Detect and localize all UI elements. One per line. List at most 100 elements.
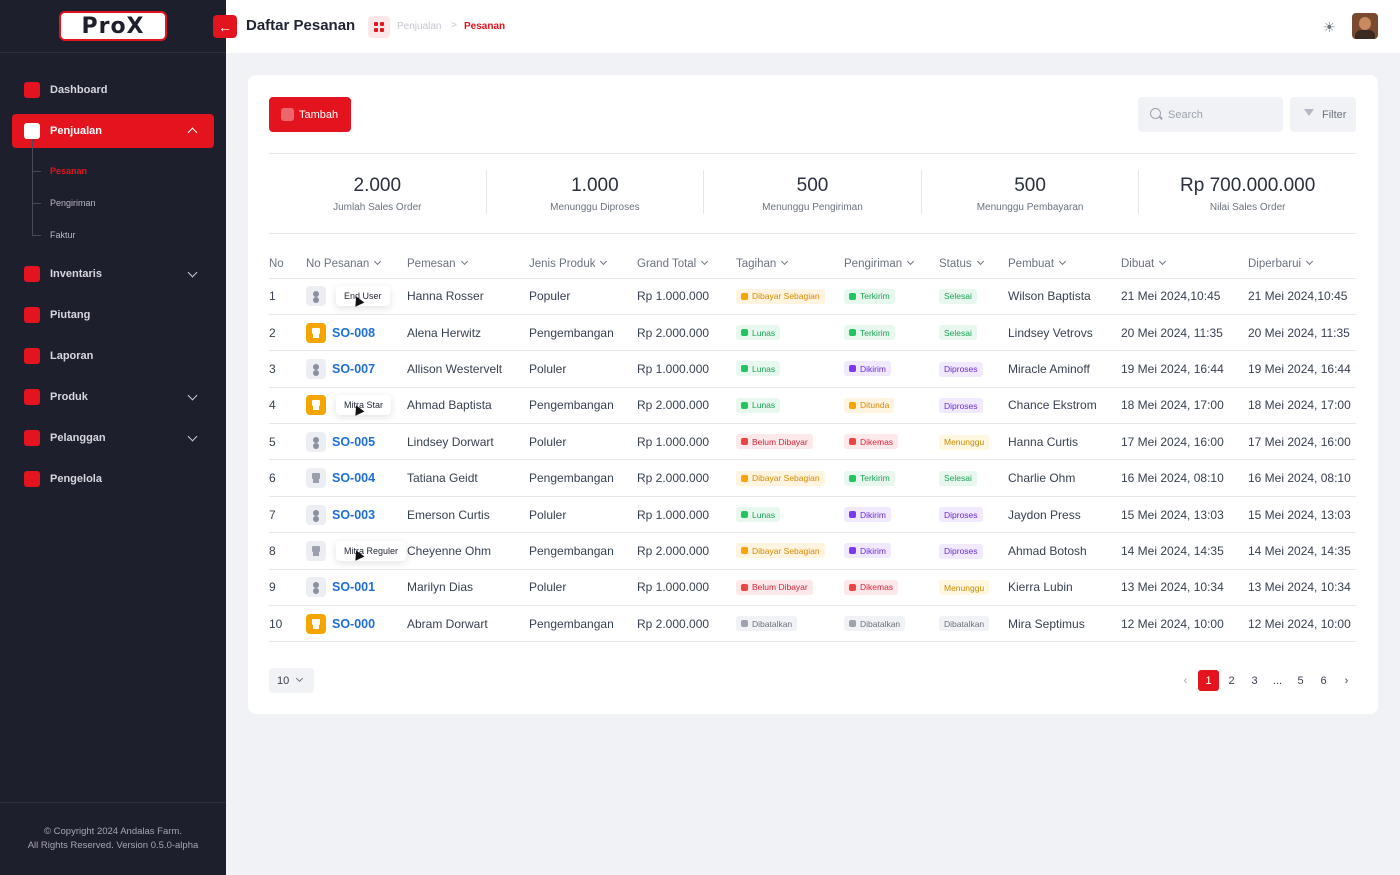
- theme-toggle-sun-icon[interactable]: ☀: [1323, 19, 1336, 35]
- filter-button[interactable]: Filter: [1290, 97, 1356, 132]
- shipping-status-icon: [849, 583, 856, 591]
- column-header[interactable]: Dibuat: [1121, 250, 1248, 279]
- order-link[interactable]: SO-003: [332, 507, 376, 522]
- product-type: Poluler: [529, 569, 637, 607]
- page-size-select[interactable]: 10: [269, 668, 314, 693]
- column-header[interactable]: No Pesanan: [306, 250, 407, 279]
- billing-cell: Dibayar Sebagian: [736, 532, 844, 570]
- order-number-cell[interactable]: SO-005: [306, 423, 407, 461]
- order-link[interactable]: SO-001: [332, 580, 376, 595]
- order-link[interactable]: SO-005: [332, 434, 376, 449]
- order-number-cell[interactable]: SO-008: [306, 314, 407, 352]
- mitra-star-icon[interactable]: [306, 613, 326, 634]
- column-header[interactable]: Diperbarui: [1248, 250, 1356, 279]
- stat-item: 1.000 Menunggu Diproses: [487, 170, 705, 214]
- column-header[interactable]: Status: [939, 250, 1008, 279]
- created-at: 16 Mei 2024, 08:10: [1121, 459, 1248, 497]
- table-row[interactable]: 6 SO-004 Tatiana Geidt Pengembangan Rp 2.000…: [269, 459, 1356, 497]
- sidebar-item-pelanggan[interactable]: Pelanggan: [12, 421, 214, 455]
- order-link[interactable]: SO-000: [332, 616, 376, 631]
- logo[interactable]: ProX: [59, 11, 167, 41]
- page-button[interactable]: 5: [1297, 674, 1304, 687]
- page-button[interactable]: 1: [1198, 670, 1219, 691]
- sidebar-item-laporan[interactable]: Laporan: [12, 339, 214, 373]
- sidebar-subitem-pengiriman[interactable]: Pengiriman: [32, 171, 226, 219]
- table-row[interactable]: 4 Mitra Star Ahmad Baptista Pengembangan Rp …: [269, 387, 1356, 425]
- order-number-cell[interactable]: SO-001: [306, 569, 407, 607]
- customer-name: Allison Westervelt: [407, 350, 529, 388]
- sort-chevron-icon: [1058, 257, 1067, 265]
- sidebar-item-penjualan[interactable]: Penjualan: [12, 114, 214, 148]
- stat-value: 1.000: [571, 175, 619, 196]
- order-number-cell[interactable]: End User: [306, 278, 407, 315]
- table-row[interactable]: 3 SO-007 Allison Westervelt Poluler Rp 1.000…: [269, 350, 1356, 388]
- shipping-badge: Dikemas: [844, 434, 899, 450]
- next-page-button[interactable]: ›: [1344, 674, 1349, 687]
- column-header[interactable]: Tagihan: [736, 250, 844, 279]
- mitra-star-icon[interactable]: [306, 395, 326, 416]
- end-user-icon[interactable]: [306, 504, 326, 525]
- order-number-cell[interactable]: SO-007: [306, 350, 407, 388]
- sidebar-item-dashboard[interactable]: Dashboard: [12, 73, 214, 107]
- mitra-reguler-icon[interactable]: [306, 540, 326, 561]
- end-user-icon[interactable]: [306, 286, 326, 307]
- column-header[interactable]: Pemesan: [407, 250, 529, 279]
- stat-label: Menunggu Pembayaran: [976, 202, 1084, 213]
- customer-name: Marilyn Dias: [407, 569, 529, 607]
- page-button[interactable]: 3: [1251, 674, 1258, 687]
- order-link[interactable]: SO-007: [332, 361, 376, 376]
- mitra-star-icon[interactable]: [306, 322, 326, 343]
- page-button[interactable]: 6: [1320, 674, 1327, 687]
- customer-name: Abram Dorwart: [407, 605, 529, 643]
- billing-cell: Belum Dibayar: [736, 569, 844, 607]
- shipping-badge: Dikirim: [844, 507, 891, 523]
- order-number: SO-005: [306, 431, 407, 452]
- end-user-icon[interactable]: [306, 358, 326, 379]
- sidebar-item-pengelola[interactable]: Pengelola: [12, 462, 214, 496]
- billing-cell: Dibatalkan: [736, 605, 844, 643]
- table-row[interactable]: 10 SO-000 Abram Dorwart Pengembangan Rp 2.00…: [269, 605, 1356, 643]
- order-link[interactable]: SO-008: [332, 325, 376, 340]
- table-row[interactable]: 8 Mitra Reguler Cheyenne Ohm Pengembangan Rp…: [269, 532, 1356, 570]
- sidebar-item-inventaris[interactable]: Inventaris: [12, 257, 214, 291]
- sidebar-item-produk[interactable]: Produk: [12, 380, 214, 414]
- billing-status-icon: [741, 583, 748, 591]
- billing-text: Dibayar Sebagian: [752, 291, 820, 302]
- table-row[interactable]: 7 SO-003 Emerson Curtis Poluler Rp 1.000.000…: [269, 496, 1356, 534]
- order-number-cell[interactable]: SO-000: [306, 605, 407, 643]
- order-number-cell[interactable]: SO-003: [306, 496, 407, 534]
- status-text: Diproses: [944, 509, 978, 520]
- billing-status-icon: [741, 292, 748, 300]
- column-header[interactable]: Jenis Produk: [529, 250, 637, 279]
- product-type: Populer: [529, 278, 637, 315]
- order-link[interactable]: SO-004: [332, 471, 376, 486]
- order-number-cell[interactable]: Mitra Star: [306, 387, 407, 425]
- table-row[interactable]: 9 SO-001 Marilyn Dias Poluler Rp 1.000.000 Be…: [269, 569, 1356, 607]
- product-icon: [24, 389, 40, 405]
- column-header[interactable]: Grand Total: [637, 250, 736, 279]
- table-row[interactable]: 1 End User Hanna Rosser Populer Rp 1.000.000…: [269, 278, 1356, 315]
- row-number: 5: [269, 423, 306, 461]
- table-row[interactable]: 2 SO-008 Alena Herwitz Pengembangan Rp 2.000…: [269, 314, 1356, 352]
- mitra-reguler-icon[interactable]: [306, 468, 326, 489]
- order-number-cell[interactable]: SO-004: [306, 459, 407, 497]
- page-button[interactable]: 2: [1228, 674, 1235, 687]
- end-user-icon[interactable]: [306, 577, 326, 598]
- status-cell: Selesai: [939, 278, 1008, 315]
- table-row[interactable]: 5 SO-005 Lindsey Dorwart Poluler Rp 1.000.00…: [269, 423, 1356, 461]
- sidebar-subitem-pesanan[interactable]: Pesanan: [32, 139, 226, 187]
- search-input[interactable]: Search: [1138, 97, 1283, 132]
- breadcrumb-parent[interactable]: Penjualan: [397, 21, 442, 32]
- end-user-icon[interactable]: [306, 431, 326, 452]
- order-number-cell[interactable]: Mitra Reguler: [306, 532, 407, 570]
- shipping-text: Dibatalkan: [860, 618, 901, 629]
- add-order-button[interactable]: Tambah: [269, 97, 351, 132]
- prev-page-button[interactable]: ‹: [1183, 674, 1188, 687]
- column-header[interactable]: Pembuat: [1008, 250, 1121, 279]
- sidebar-item-piutang[interactable]: Piutang: [12, 298, 214, 332]
- updated-at: 19 Mei 2024, 16:44: [1248, 350, 1356, 388]
- avatar[interactable]: [1352, 13, 1378, 39]
- sidebar-subitem-faktur[interactable]: Faktur: [32, 203, 226, 251]
- collapse-sidebar-button[interactable]: ←: [213, 15, 237, 38]
- column-header[interactable]: Pengiriman: [844, 250, 939, 279]
